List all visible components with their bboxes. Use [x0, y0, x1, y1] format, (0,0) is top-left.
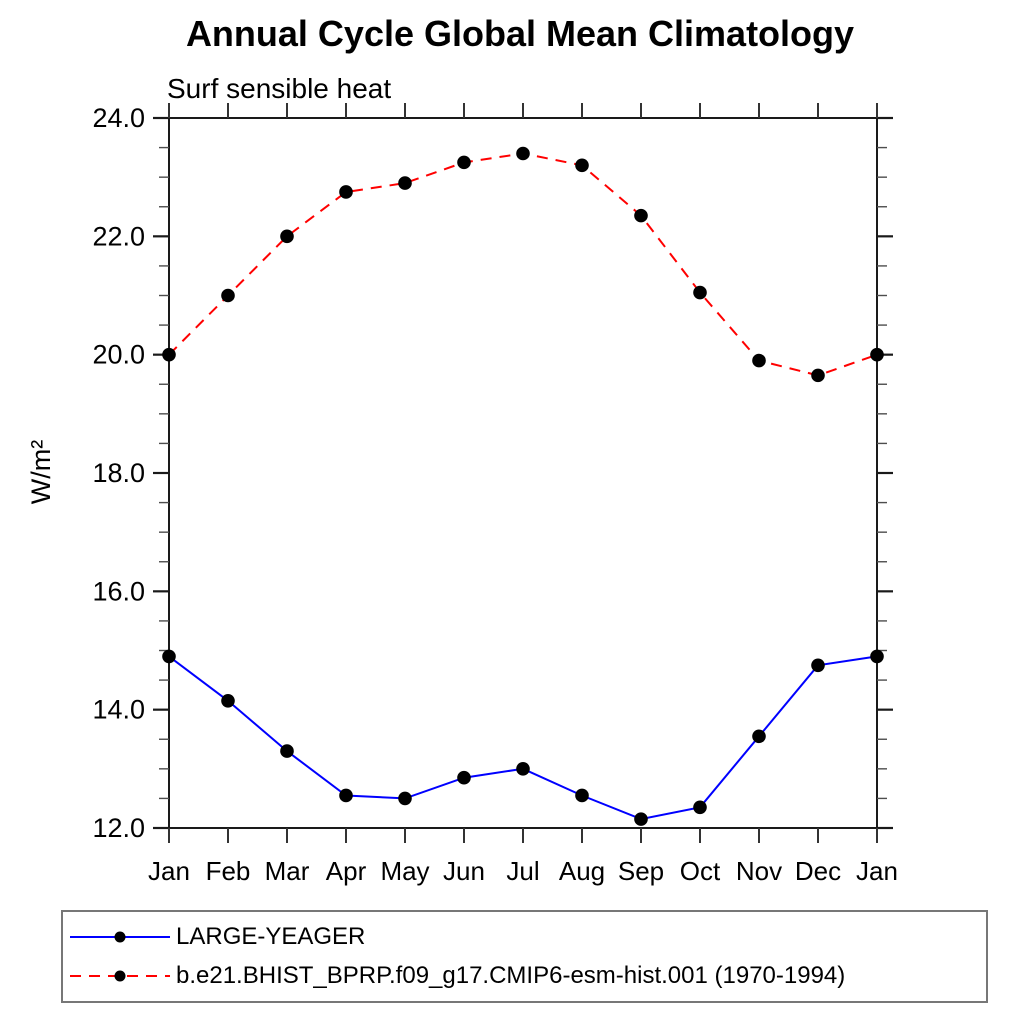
chart-subtitle: Surf sensible heat — [167, 73, 391, 104]
series-line — [168, 655, 878, 821]
data-point-marker — [516, 146, 530, 161]
data-point-marker — [811, 368, 825, 383]
y-tick-label: 16.0 — [92, 576, 145, 606]
x-tick-label: Nov — [736, 856, 782, 886]
y-axis-label: W/m² — [26, 440, 56, 504]
data-point-marker — [339, 185, 353, 199]
data-point-marker — [693, 285, 707, 300]
data-point-marker — [221, 693, 235, 708]
legend-marker-icon — [114, 970, 126, 982]
x-tick-label: Dec — [795, 856, 841, 886]
data-point-marker — [752, 353, 766, 368]
x-tick-label: Jul — [506, 856, 539, 886]
y-tick-label: 20.0 — [92, 340, 145, 370]
data-point-marker — [693, 800, 707, 815]
data-point-marker — [516, 762, 530, 776]
data-point-marker — [457, 770, 471, 785]
data-point-marker — [575, 158, 589, 173]
data-point-marker — [870, 347, 884, 362]
y-tick-label: 14.0 — [92, 695, 145, 725]
plot-axes: 12.0 14.0 16.0 18.0 20.0 22.0 24.0 Jan Feb Mar Apr… — [92, 103, 898, 886]
legend-label: b.e21.BHIST_BPRP.f09_g17.CMIP6-esm-hist.… — [176, 962, 846, 989]
series-line — [168, 152, 878, 377]
data-point-marker — [280, 229, 294, 244]
legend-line-sample — [70, 931, 170, 943]
data-point-marker — [457, 155, 471, 170]
data-point-marker — [575, 788, 589, 803]
data-point-marker — [280, 744, 294, 758]
x-tick-label: Mar — [265, 856, 310, 886]
data-point-marker — [339, 788, 353, 803]
data-point-marker — [811, 658, 825, 673]
data-point-marker — [634, 812, 648, 826]
x-tick-label: Jan — [856, 856, 898, 886]
data-point-marker — [398, 176, 412, 190]
legend-box: LARGE-YEAGER b.e21.BHIST_BPRP.f09_g17.CMI… — [61, 910, 988, 1003]
x-tick-label: May — [380, 856, 429, 886]
x-tick-label: Aug — [559, 856, 605, 886]
data-point-marker — [398, 791, 412, 806]
x-tick-label: Apr — [326, 856, 367, 886]
data-point-marker — [634, 208, 648, 223]
x-tick-label: Jun — [443, 856, 485, 886]
data-point-marker — [870, 649, 884, 664]
x-tick-label: Feb — [206, 856, 251, 886]
y-tick-label: 18.0 — [92, 458, 145, 488]
legend-line-sample — [70, 970, 170, 982]
legend-row: LARGE-YEAGER — [68, 923, 986, 951]
x-tick-label: Jan — [148, 856, 190, 886]
legend-marker-icon — [114, 931, 126, 943]
chart-title: Annual Cycle Global Mean Climatology — [186, 13, 854, 54]
x-tick-label: Sep — [618, 856, 664, 886]
data-point-marker — [162, 649, 176, 664]
data-point-marker — [221, 288, 235, 303]
x-tick-label: Oct — [680, 856, 721, 886]
y-tick-label: 12.0 — [92, 813, 145, 843]
data-point-marker — [162, 347, 176, 362]
legend-label: LARGE-YEAGER — [176, 923, 366, 950]
legend-row: b.e21.BHIST_BPRP.f09_g17.CMIP6-esm-hist.… — [68, 962, 986, 990]
plot-series — [162, 146, 884, 826]
y-tick-label: 24.0 — [92, 103, 145, 133]
data-point-marker — [752, 729, 766, 744]
y-tick-label: 22.0 — [92, 221, 145, 251]
